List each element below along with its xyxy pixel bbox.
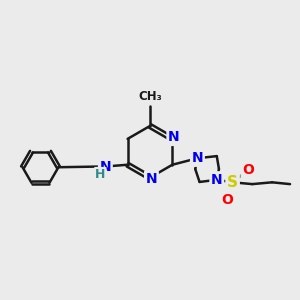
Text: N: N	[168, 130, 180, 144]
Text: N: N	[211, 173, 223, 187]
Text: N: N	[146, 172, 157, 186]
Text: O: O	[242, 163, 254, 177]
Text: H: H	[95, 168, 106, 181]
Text: S: S	[227, 175, 238, 190]
Text: O: O	[221, 193, 233, 207]
Text: N: N	[192, 151, 203, 165]
Text: CH₃: CH₃	[138, 90, 162, 103]
Text: N: N	[100, 160, 111, 173]
